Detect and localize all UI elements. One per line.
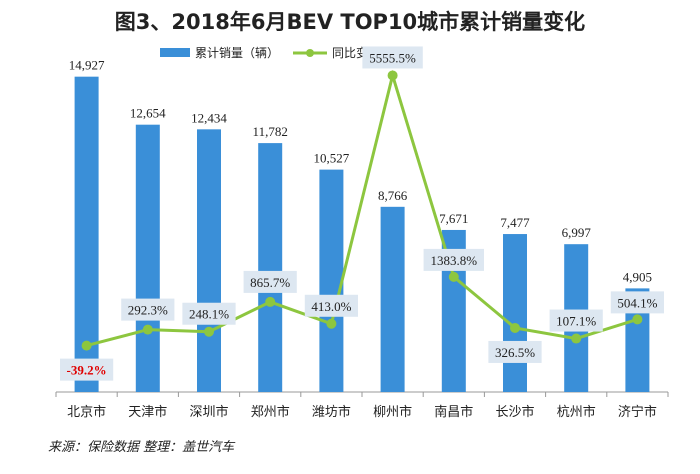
x-tick-label: 天津市	[128, 404, 167, 420]
legend-bar-label: 累计销量（辆）	[195, 46, 280, 60]
chart-title: 图3、2018年6月BEV TOP10城市累计销量变化	[114, 10, 586, 34]
line-series	[86, 69, 638, 348]
x-tick-label: 北京市	[67, 404, 106, 420]
line-label-box	[304, 294, 358, 317]
line-label-box	[121, 298, 175, 321]
line-label-box	[60, 358, 114, 381]
bar-value-label: 10,527	[314, 151, 350, 166]
line-label-box	[182, 302, 236, 325]
bar-value-label: 12,654	[130, 106, 166, 121]
legend-bar-swatch	[160, 48, 190, 57]
line-point	[265, 296, 276, 307]
line-label-box	[243, 270, 297, 293]
line-point	[448, 271, 459, 282]
line-value-label: -39.2%	[67, 363, 107, 378]
line-value-label: 107.1%	[556, 314, 596, 329]
x-tick-label: 柳州市	[373, 404, 412, 420]
line-value-label: 326.5%	[495, 345, 535, 360]
line-label-box	[488, 340, 542, 363]
line-point	[204, 326, 214, 337]
bar-value-label: 6,997	[562, 225, 592, 240]
legend-line-swatch	[293, 48, 328, 57]
line-value-label: 865.7%	[250, 275, 290, 290]
bar-value-label: 7,477	[500, 215, 530, 230]
bar	[135, 124, 160, 392]
bar-value-label: 12,434	[191, 110, 227, 125]
line-point	[571, 333, 582, 344]
line-point	[387, 70, 398, 81]
line-value-label: 504.1%	[617, 295, 657, 310]
line-value-label: 413.0%	[311, 299, 351, 314]
bar	[319, 169, 344, 392]
bar-value-label: 7,671	[439, 211, 468, 226]
line-point	[326, 318, 337, 329]
line-label-box	[362, 46, 423, 69]
x-tick-label: 长沙市	[495, 404, 534, 420]
line-value-label: 5555.5%	[369, 50, 416, 65]
line-label-box	[549, 309, 603, 332]
line-label-box	[423, 248, 484, 271]
bar	[74, 76, 99, 393]
line-point	[81, 340, 92, 351]
bar-value-label: 4,905	[623, 269, 652, 284]
bar	[503, 234, 527, 392]
x-tick-label: 郑州市	[251, 404, 290, 420]
x-tick-label: 杭州市	[557, 404, 596, 420]
source-note: 来源：保险数据 整理：盖世汽车	[48, 440, 235, 455]
line-value-label: 1383.8%	[431, 253, 478, 268]
line-point	[142, 324, 153, 335]
x-tick-label: 深圳市	[189, 404, 228, 420]
x-tick-label: 潍坊市	[312, 404, 351, 420]
bar-value-label: 8,766	[378, 188, 408, 203]
line-point	[510, 322, 520, 333]
line-point	[632, 314, 643, 325]
line-label-box	[610, 291, 664, 314]
x-tick-label: 济宁市	[618, 404, 657, 420]
bar	[197, 129, 221, 392]
bar-value-label: 11,782	[253, 124, 288, 139]
line-value-label: 248.1%	[189, 307, 229, 322]
x-tick-label: 南昌市	[434, 404, 473, 420]
bar	[258, 143, 283, 392]
line-value-label: 292.3%	[128, 303, 168, 318]
legend-item-bar: 累计销量（辆）	[160, 44, 279, 61]
bar	[380, 206, 405, 392]
bar-value-label: 14,927	[69, 58, 105, 73]
